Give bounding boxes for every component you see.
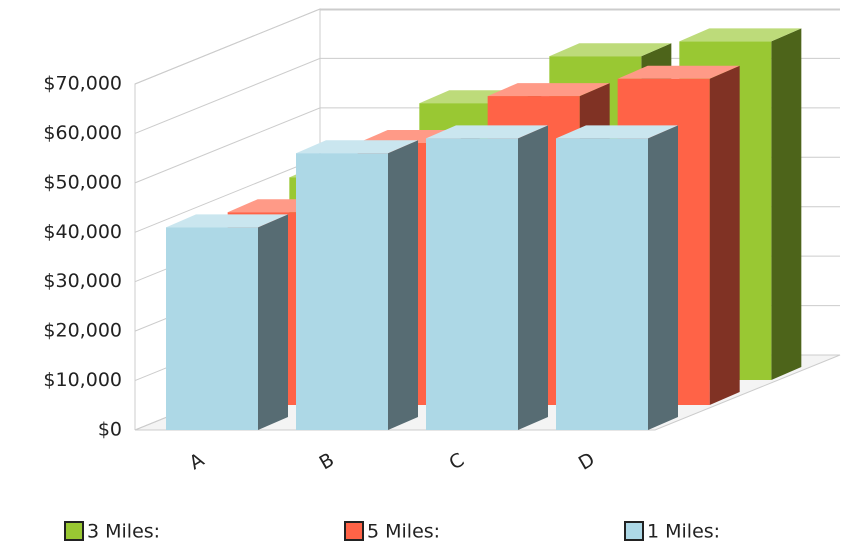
y-tick-label: $0: [98, 419, 122, 441]
bar: [426, 138, 518, 430]
bar-top: [487, 83, 610, 97]
bar-top: [679, 28, 802, 42]
y-tick-label: $40,000: [43, 221, 122, 243]
bar-side: [518, 125, 548, 430]
y-tick-label: $10,000: [43, 369, 122, 391]
bar: [166, 227, 258, 430]
bar-side: [388, 140, 418, 430]
legend-label: 3 Miles:: [87, 521, 160, 543]
bar: [296, 153, 388, 430]
bar-top: [166, 214, 288, 228]
bar: [556, 138, 648, 430]
legend-swatch: [624, 521, 644, 541]
x-tick-label: A: [186, 449, 208, 475]
legend-label: 1 Miles:: [647, 521, 720, 543]
bar-top: [556, 125, 678, 139]
bar-top: [296, 140, 418, 154]
bar-side: [648, 125, 678, 430]
bar-side: [709, 65, 740, 406]
x-tick-label: C: [445, 449, 468, 475]
bar-side: [771, 28, 802, 381]
legend-label: 5 Miles:: [367, 521, 440, 543]
y-tick-label: $60,000: [43, 122, 122, 144]
legend-swatch: [64, 521, 84, 541]
y-tick-label: $20,000: [43, 320, 122, 342]
y-tick-label: $30,000: [43, 270, 122, 292]
grid-line: [134, 8, 840, 85]
x-tick-label: B: [316, 449, 338, 475]
x-tick-label: D: [575, 448, 599, 474]
y-tick-label: $50,000: [43, 171, 122, 193]
bar-top: [549, 43, 672, 57]
bar-side: [258, 214, 288, 430]
bar-top: [617, 65, 740, 79]
legend-swatch: [344, 521, 364, 541]
y-tick-label: $70,000: [43, 73, 122, 95]
bar-top: [426, 125, 548, 139]
